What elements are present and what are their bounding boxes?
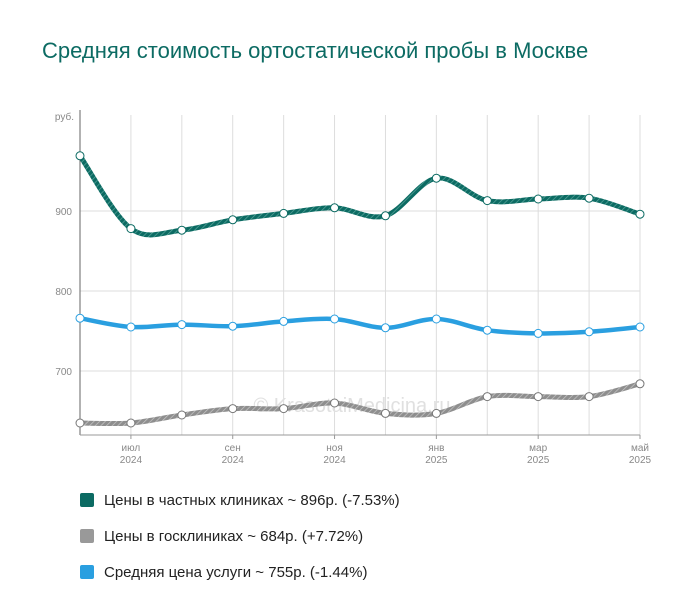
data-point-private xyxy=(584,193,594,203)
data-point-average xyxy=(635,322,645,332)
x-tick-label-month: июл xyxy=(122,443,141,454)
y-tick-label: 900 xyxy=(55,207,72,218)
x-tick-label-month: ноя xyxy=(326,443,343,454)
data-point-private xyxy=(177,225,187,235)
x-tick-label-month: янв xyxy=(428,443,444,454)
data-point-average xyxy=(482,325,492,335)
data-point-average xyxy=(584,327,594,337)
series-line-private xyxy=(77,153,643,238)
data-point-average xyxy=(177,320,187,330)
data-point-public xyxy=(635,379,645,389)
legend-label-private: Цены в частных клиниках ~ 896р. (-7.53%) xyxy=(104,491,400,509)
data-point-private xyxy=(126,224,136,234)
legend-item-private[interactable]: Цены в частных клиниках ~ 896р. (-7.53%) xyxy=(80,482,400,518)
data-point-public xyxy=(380,408,390,418)
x-tick-label-month: мар xyxy=(529,443,547,454)
x-tick-label-year: 2025 xyxy=(629,455,652,466)
x-tick-label-month: май xyxy=(631,443,649,454)
data-point-average xyxy=(330,314,340,324)
data-point-public xyxy=(431,408,441,418)
data-point-average xyxy=(431,314,441,324)
legend-label-average: Средняя цена услуги ~ 755р. (-1.44%) xyxy=(104,563,368,581)
series-line-average xyxy=(77,315,643,336)
data-point-average xyxy=(75,313,85,323)
legend-swatch-private xyxy=(80,493,94,507)
data-point-private xyxy=(330,203,340,213)
x-tick-label-month: сен xyxy=(225,443,241,454)
legend-swatch-public xyxy=(80,529,94,543)
data-point-public xyxy=(228,404,238,414)
data-point-public xyxy=(126,418,136,428)
legend-swatch-average xyxy=(80,565,94,579)
data-point-public xyxy=(177,410,187,420)
data-point-private xyxy=(533,194,543,204)
data-point-public xyxy=(533,392,543,402)
data-point-private xyxy=(279,208,289,218)
data-point-private xyxy=(635,209,645,219)
data-point-average xyxy=(279,316,289,326)
x-tick-label-year: 2025 xyxy=(425,455,448,466)
chart-title: Средняя стоимость ортостатической пробы … xyxy=(42,38,589,63)
y-tick-label: 800 xyxy=(55,287,72,298)
legend-item-public[interactable]: Цены в госклиниках ~ 684р. (+7.72%) xyxy=(80,518,400,554)
data-point-average xyxy=(126,322,136,332)
data-point-private xyxy=(380,211,390,221)
data-point-private xyxy=(431,173,441,183)
data-point-public xyxy=(584,392,594,402)
data-point-average xyxy=(533,328,543,338)
legend-label-public: Цены в госклиниках ~ 684р. (+7.72%) xyxy=(104,527,364,545)
x-tick-label-year: 2025 xyxy=(527,455,550,466)
data-point-public xyxy=(330,398,340,408)
data-point-average xyxy=(380,323,390,333)
x-tick-label-year: 2024 xyxy=(120,455,143,466)
legend-item-average[interactable]: Средняя цена услуги ~ 755р. (-1.44%) xyxy=(80,554,400,590)
x-tick-label-year: 2024 xyxy=(323,455,346,466)
data-point-average xyxy=(228,321,238,331)
data-point-public xyxy=(482,392,492,402)
data-point-public xyxy=(279,404,289,414)
x-tick-label-year: 2024 xyxy=(222,455,245,466)
legend: Цены в частных клиниках ~ 896р. (-7.53%)… xyxy=(80,482,400,590)
data-point-private xyxy=(482,196,492,206)
data-point-public xyxy=(75,418,85,428)
data-point-private xyxy=(228,215,238,225)
data-point-private xyxy=(75,151,85,161)
y-tick-label: 700 xyxy=(55,367,72,378)
y-axis-unit: руб. xyxy=(55,111,74,123)
